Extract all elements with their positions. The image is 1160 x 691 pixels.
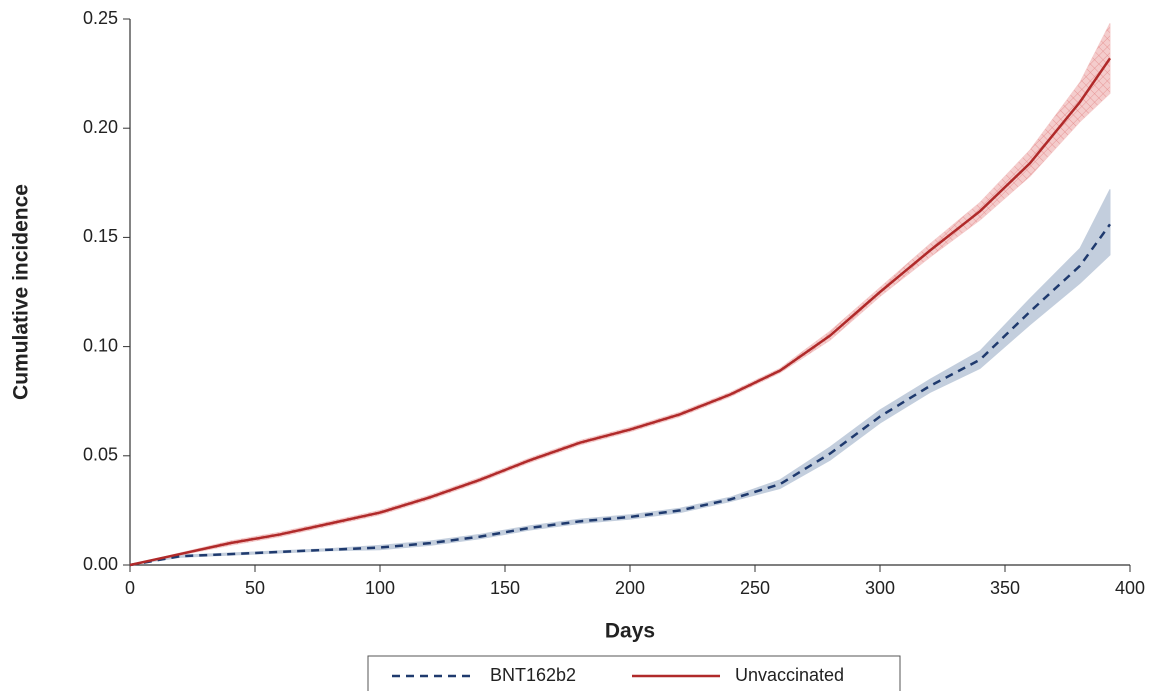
y-tick-label: 0.00 bbox=[83, 554, 118, 574]
x-tick-label: 300 bbox=[865, 578, 895, 598]
y-tick-label: 0.05 bbox=[83, 445, 118, 465]
x-tick-label: 50 bbox=[245, 578, 265, 598]
y-axis-title: Cumulative incidence bbox=[10, 184, 33, 400]
confidence-hatch bbox=[130, 23, 1110, 566]
legend-label: BNT162b2 bbox=[490, 665, 576, 685]
x-tick-label: 350 bbox=[990, 578, 1020, 598]
x-tick-label: 200 bbox=[615, 578, 645, 598]
confidence-band bbox=[129, 23, 1111, 566]
x-tick-label: 0 bbox=[125, 578, 135, 598]
x-tick-label: 250 bbox=[740, 578, 770, 598]
y-tick-label: 0.25 bbox=[83, 8, 118, 28]
series-line bbox=[129, 57, 1112, 567]
confidence-band bbox=[129, 189, 1111, 566]
legend-box bbox=[367, 655, 901, 691]
y-tick-label: 0.10 bbox=[83, 335, 118, 355]
x-tick-label: 400 bbox=[1115, 578, 1145, 598]
y-tick-label: 0.15 bbox=[83, 226, 118, 246]
legend-label: Unvaccinated bbox=[735, 665, 844, 685]
y-tick-label: 0.20 bbox=[83, 117, 118, 137]
x-axis-title: Days bbox=[605, 620, 655, 643]
x-tick-label: 150 bbox=[490, 578, 520, 598]
x-tick-label: 100 bbox=[365, 578, 395, 598]
series-line bbox=[129, 223, 1112, 567]
